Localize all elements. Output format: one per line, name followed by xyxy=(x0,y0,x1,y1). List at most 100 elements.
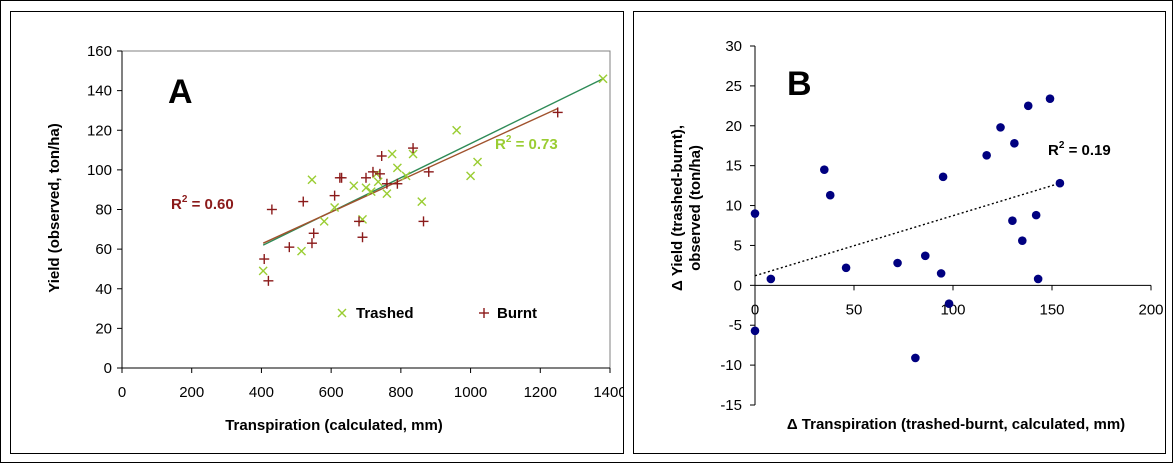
point-burnt xyxy=(376,151,387,162)
panel-b: 0 50 100 150 200 -15 -10 -5 0 5 10 15 20 25 30 B R2 = … xyxy=(633,11,1166,454)
y-tick-label-a: 60 xyxy=(95,241,112,258)
point-trashed xyxy=(387,149,397,159)
x-tick-label-a: 800 xyxy=(388,384,413,401)
point-b xyxy=(982,150,991,160)
trendline-burnt xyxy=(262,107,559,244)
point-burnt xyxy=(418,216,429,227)
point-trashed xyxy=(319,216,329,226)
point-burnt xyxy=(552,107,563,118)
chart-a: 0 200 400 600 800 1000 1200 1400 0 20 40 60 80 100 120… xyxy=(46,43,623,434)
r2-burnt-annotation: R2 = 0.60 xyxy=(171,194,234,213)
point-b xyxy=(1031,210,1041,220)
point-b xyxy=(920,251,930,261)
point-b xyxy=(996,123,1005,132)
y-tick-label-a: 120 xyxy=(87,122,112,139)
y-tick-label-a: 0 xyxy=(104,360,112,377)
y-tick-label-a: 80 xyxy=(95,202,112,219)
point-burnt xyxy=(361,172,371,183)
legend-burnt-label: Burnt xyxy=(497,305,537,322)
y-tick-label-b: -10 xyxy=(720,357,742,374)
chart-a-fit-lines xyxy=(262,78,604,246)
y-tick-label-b: 20 xyxy=(725,118,742,135)
y-tick-label-a: 160 xyxy=(87,43,112,60)
point-trashed xyxy=(307,175,317,185)
point-trashed xyxy=(401,171,411,181)
point-burnt xyxy=(329,190,340,201)
point-trashed xyxy=(297,246,307,256)
y-tick-label-a: 40 xyxy=(95,281,112,298)
point-burnt xyxy=(374,168,385,179)
point-b xyxy=(750,209,760,218)
x-tick-label-a: 1200 xyxy=(524,384,557,401)
y-tick-label-b: 15 xyxy=(725,158,742,175)
y-tick-label-a: 140 xyxy=(87,83,112,100)
y-tick-label-a: 100 xyxy=(87,162,112,179)
point-trashed xyxy=(361,183,371,193)
y-tick-label-b: 5 xyxy=(734,237,742,254)
point-b xyxy=(944,299,954,308)
point-b xyxy=(1018,236,1027,245)
point-b xyxy=(1055,178,1065,188)
chart-b-points xyxy=(750,94,1065,363)
point-b xyxy=(825,190,835,200)
legend-trashed-marker xyxy=(337,308,347,318)
point-burnt xyxy=(392,178,403,189)
r2-trashed-annotation: R2 = 0.73 xyxy=(495,134,558,153)
point-b xyxy=(1023,101,1033,111)
y-tick-label-b: 10 xyxy=(725,198,742,215)
y-tick-label-b: 25 xyxy=(725,78,742,95)
point-b xyxy=(1045,94,1055,103)
point-burnt xyxy=(354,216,365,227)
point-b xyxy=(936,269,946,278)
point-trashed xyxy=(473,157,483,167)
point-trashed xyxy=(382,189,392,199)
x-axis-title-b: Δ Transpiration (trashed-burnt, calculat… xyxy=(787,416,1125,433)
point-b xyxy=(820,165,829,174)
panel-a: 0 200 400 600 800 1000 1200 1400 0 20 40 60 80 100 120… xyxy=(10,11,624,454)
point-b xyxy=(1008,216,1017,226)
y-tick-label-b: 30 xyxy=(725,38,742,55)
point-trashed xyxy=(366,187,376,197)
legend: Trashed Burnt xyxy=(337,305,537,322)
x-tick-label-a: 1400 xyxy=(593,384,623,401)
legend-burnt-symbol xyxy=(479,308,489,318)
point-trashed xyxy=(466,171,476,181)
point-burnt xyxy=(266,204,277,215)
legend-burnt-marker xyxy=(479,308,489,318)
x-tick-label-a: 400 xyxy=(249,384,274,401)
x-axis-title-a: Transpiration (calculated, mm) xyxy=(225,417,443,434)
point-burnt xyxy=(259,254,270,265)
point-b xyxy=(766,274,776,284)
point-burnt xyxy=(423,166,434,177)
point-b xyxy=(750,326,760,336)
x-tick-label-a: 600 xyxy=(319,384,344,401)
y-axis-title-b-line2: observed (ton/ha) xyxy=(687,145,704,271)
x-tick-label-a: 0 xyxy=(118,384,126,401)
point-b xyxy=(911,353,920,363)
point-burnt xyxy=(381,178,392,189)
x-tick-label-b: 0 xyxy=(751,301,759,318)
point-burnt xyxy=(357,232,368,243)
point-trashed xyxy=(598,74,608,84)
legend-trashed-symbol xyxy=(337,308,347,318)
point-burnt xyxy=(308,228,319,239)
chart-a-axes: 0 200 400 600 800 1000 1200 1400 0 20 40 60 80 100 120… xyxy=(87,43,623,401)
point-b xyxy=(1033,274,1043,284)
r2-annotation-b: R2 = 0.19 xyxy=(1048,140,1111,159)
point-burnt xyxy=(408,143,419,154)
point-trashed xyxy=(417,197,427,207)
trendline-b xyxy=(754,182,1061,277)
y-axis-title-b-line1: Δ Yield (trashed-burnt), xyxy=(669,125,686,291)
y-tick-label-b: 0 xyxy=(734,277,742,294)
x-tick-label-b: 150 xyxy=(1039,301,1064,318)
point-trashed xyxy=(258,266,268,276)
x-tick-label-a: 1000 xyxy=(454,384,487,401)
point-b xyxy=(841,263,851,273)
point-trashed xyxy=(330,203,340,213)
panel-b-label: B xyxy=(787,65,812,103)
point-burnt xyxy=(367,166,378,177)
point-trashed xyxy=(392,163,402,173)
